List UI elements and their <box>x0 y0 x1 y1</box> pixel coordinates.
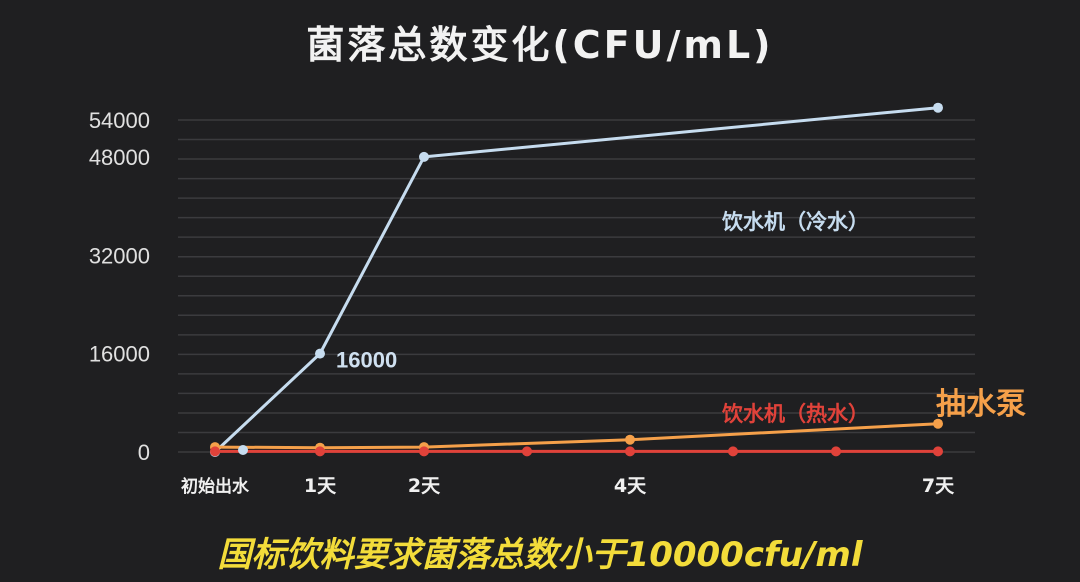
series-line <box>213 106 939 454</box>
y-tick-label: 16000 <box>89 342 150 367</box>
data-point <box>315 446 325 457</box>
data-point <box>210 446 220 457</box>
y-tick-label: 32000 <box>89 243 150 268</box>
chart-title: 菌落总数变化(CFU/mL) <box>306 23 774 67</box>
series-label: 饮水机（热水） <box>721 402 869 426</box>
y-tick-label: 54000 <box>89 108 150 133</box>
data-point <box>315 348 325 359</box>
data-point <box>625 434 635 445</box>
standard-note: 国标饮料要求菌落总数小于10000cfu/ml <box>217 535 863 575</box>
series-label: 抽水泵 <box>936 387 1026 422</box>
x-tick-label: 1天 <box>304 475 337 497</box>
data-point <box>831 446 841 457</box>
data-point <box>238 445 248 455</box>
x-tick-label: 初始出水 <box>181 476 250 497</box>
series-label: 饮水机（冷水） <box>721 210 869 234</box>
data-point <box>933 446 943 457</box>
y-tick-label: 0 <box>138 440 150 465</box>
x-tick-label: 4天 <box>614 475 647 497</box>
data-point <box>419 151 429 162</box>
data-point <box>728 446 738 457</box>
data-point <box>933 418 943 429</box>
data-label: 16000 <box>336 348 397 373</box>
data-point <box>625 446 635 457</box>
data-point <box>419 446 429 457</box>
data-point <box>933 102 943 113</box>
x-tick-label: 2天 <box>408 475 441 497</box>
y-tick-label: 48000 <box>89 145 150 170</box>
x-tick-label: 7天 <box>922 475 955 497</box>
data-point <box>522 446 532 457</box>
